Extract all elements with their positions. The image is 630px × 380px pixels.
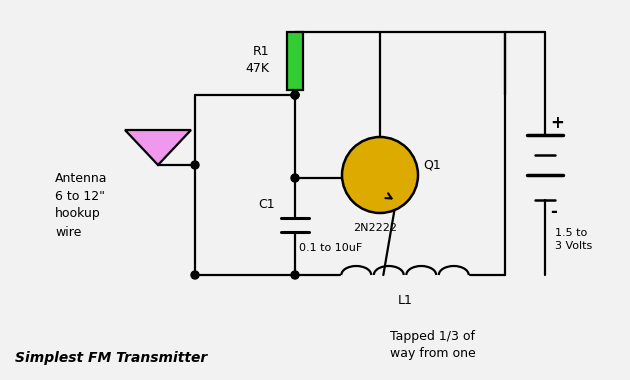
Circle shape bbox=[191, 161, 199, 169]
Text: +: + bbox=[550, 114, 564, 132]
Circle shape bbox=[291, 91, 299, 99]
Text: 2N2222: 2N2222 bbox=[353, 223, 397, 233]
Circle shape bbox=[191, 271, 199, 279]
Bar bbox=[287, 32, 303, 90]
Text: R1
47K: R1 47K bbox=[245, 45, 269, 75]
Text: 1.5 to
3 Volts: 1.5 to 3 Volts bbox=[555, 228, 592, 251]
Text: L1: L1 bbox=[398, 293, 413, 307]
Circle shape bbox=[291, 174, 299, 182]
Polygon shape bbox=[125, 130, 191, 165]
Text: Tapped 1/3 of
way from one: Tapped 1/3 of way from one bbox=[390, 330, 476, 360]
Text: Antenna
6 to 12"
hookup
wire: Antenna 6 to 12" hookup wire bbox=[55, 171, 108, 239]
Text: -: - bbox=[550, 203, 557, 221]
Text: 0.1 to 10uF: 0.1 to 10uF bbox=[299, 243, 362, 253]
Text: Simplest FM Transmitter: Simplest FM Transmitter bbox=[15, 351, 207, 365]
Text: Q1: Q1 bbox=[423, 158, 441, 171]
Circle shape bbox=[342, 137, 418, 213]
Circle shape bbox=[291, 271, 299, 279]
Circle shape bbox=[291, 91, 299, 99]
Text: C1: C1 bbox=[258, 198, 275, 212]
